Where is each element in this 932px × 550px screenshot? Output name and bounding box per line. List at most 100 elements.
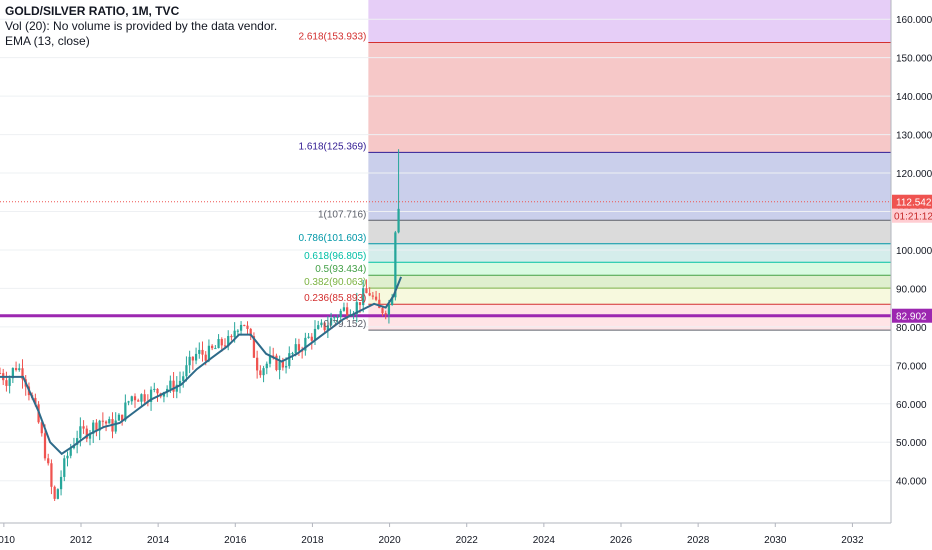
candle[interactable] [59,476,63,490]
candle[interactable] [137,400,140,402]
candle[interactable] [121,414,124,421]
candle[interactable] [56,489,59,499]
candle[interactable] [11,368,14,379]
candle[interactable] [294,344,297,354]
candle[interactable] [262,368,265,376]
candle[interactable] [21,368,24,380]
candle[interactable] [178,380,182,385]
candle[interactable] [304,337,307,351]
candle[interactable] [79,426,82,439]
candle[interactable] [323,322,326,331]
candle[interactable] [50,463,53,487]
candle[interactable] [133,396,137,401]
candle[interactable] [342,307,346,311]
candle[interactable] [175,384,178,392]
candle[interactable] [130,396,133,402]
candle[interactable] [214,348,217,350]
candle[interactable] [387,305,391,315]
candle[interactable] [95,422,98,431]
candle[interactable] [362,288,365,306]
candle[interactable] [14,368,18,371]
price-axis[interactable] [891,0,932,550]
candle[interactable] [243,324,246,326]
ema-indicator-label[interactable]: EMA (13, close) [5,34,90,48]
candle[interactable] [336,316,339,318]
candle[interactable] [153,388,156,390]
candle[interactable] [127,401,130,403]
candle[interactable] [397,208,400,233]
candle[interactable] [239,324,243,331]
candle[interactable] [108,419,111,424]
candle[interactable] [391,297,394,306]
candle[interactable] [230,335,233,338]
candle[interactable] [201,349,204,355]
candle[interactable] [333,317,336,319]
candle[interactable] [34,397,37,405]
candle[interactable] [223,345,227,347]
candle[interactable] [346,307,349,316]
candle[interactable] [43,433,47,459]
candle[interactable] [288,353,291,367]
time-axis[interactable] [0,523,932,550]
candle[interactable] [252,336,256,358]
candle[interactable] [272,355,275,357]
candle[interactable] [268,355,272,364]
candle[interactable] [365,288,368,294]
candle[interactable] [374,296,378,300]
candle[interactable] [278,361,281,370]
candle[interactable] [143,394,146,402]
candle[interactable] [98,420,101,431]
candle[interactable] [47,458,50,464]
symbol-title[interactable]: GOLD/SILVER RATIO, 1M, TVC [5,4,180,18]
candle[interactable] [329,318,333,326]
candle[interactable] [207,345,211,361]
candle[interactable] [310,336,313,341]
candle[interactable] [156,388,159,394]
candle[interactable] [76,438,79,446]
candle[interactable] [198,349,201,354]
candle[interactable] [291,353,294,355]
candle[interactable] [394,232,397,298]
candle[interactable] [317,325,320,329]
candle[interactable] [358,302,362,306]
candle[interactable] [92,422,95,434]
candle[interactable] [114,420,117,432]
candle[interactable] [124,402,127,421]
candle[interactable] [166,388,169,393]
candle[interactable] [63,458,66,477]
candle[interactable] [246,325,249,329]
candle[interactable] [233,330,236,338]
candle[interactable] [66,455,69,459]
volume-indicator-label[interactable]: Vol (20): No volume is provided by the d… [5,19,278,33]
candle[interactable] [307,336,310,338]
candle[interactable] [85,428,88,439]
candle[interactable] [211,345,214,349]
candle[interactable] [18,368,21,371]
candle[interactable] [8,378,11,386]
candle[interactable] [117,414,121,421]
candle[interactable] [101,420,104,422]
candle[interactable] [297,344,301,351]
candle[interactable] [172,380,175,392]
candle[interactable] [326,325,329,331]
candle[interactable] [191,356,194,361]
candle[interactable] [227,335,230,347]
candle[interactable] [5,380,8,386]
candle[interactable] [188,356,191,366]
candle[interactable] [368,293,371,296]
candle[interactable] [259,370,262,376]
candle[interactable] [104,421,108,424]
candle[interactable] [40,422,43,434]
candle[interactable] [169,380,172,389]
candle[interactable] [185,365,188,377]
candle[interactable] [149,389,153,402]
candle[interactable] [384,313,387,315]
candle[interactable] [355,302,358,314]
candle[interactable] [265,363,268,369]
candle[interactable] [69,448,72,456]
candle[interactable] [204,354,207,361]
candle[interactable] [378,299,381,309]
candle[interactable] [256,357,259,371]
